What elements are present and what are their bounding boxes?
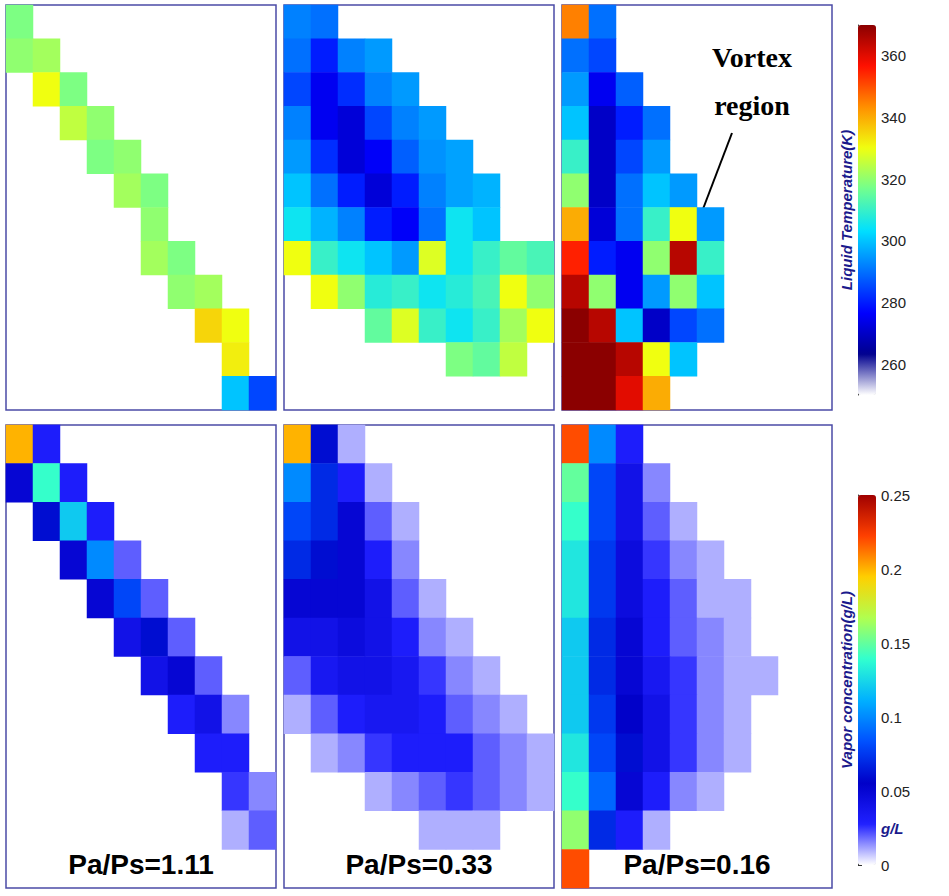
svg-text:0.05: 0.05	[881, 783, 910, 800]
svg-text:Vortex: Vortex	[712, 42, 792, 73]
svg-text:260: 260	[881, 356, 906, 373]
svg-text:0.15: 0.15	[881, 635, 910, 652]
svg-text:320: 320	[881, 171, 906, 188]
svg-text:340: 340	[881, 109, 906, 126]
svg-text:300: 300	[881, 232, 906, 249]
svg-text:280: 280	[881, 294, 906, 311]
svg-text:0.25: 0.25	[881, 487, 910, 504]
svg-text:Pa/Ps=0.16: Pa/Ps=0.16	[623, 849, 770, 880]
svg-text:0.2: 0.2	[881, 561, 902, 578]
svg-text:0.1: 0.1	[881, 709, 902, 726]
svg-text:Pa/Ps=0.33: Pa/Ps=0.33	[345, 849, 492, 880]
svg-text:Pa/Ps=1.11: Pa/Ps=1.11	[68, 849, 214, 880]
svg-text:360: 360	[881, 47, 906, 64]
svg-text:region: region	[714, 90, 790, 121]
svg-text:0: 0	[881, 857, 889, 874]
svg-text:g/L: g/L	[880, 820, 904, 837]
svg-text:Vapor concentration(g/L): Vapor concentration(g/L)	[838, 591, 855, 769]
svg-text:Liquid Temperature(K): Liquid Temperature(K)	[838, 130, 855, 290]
